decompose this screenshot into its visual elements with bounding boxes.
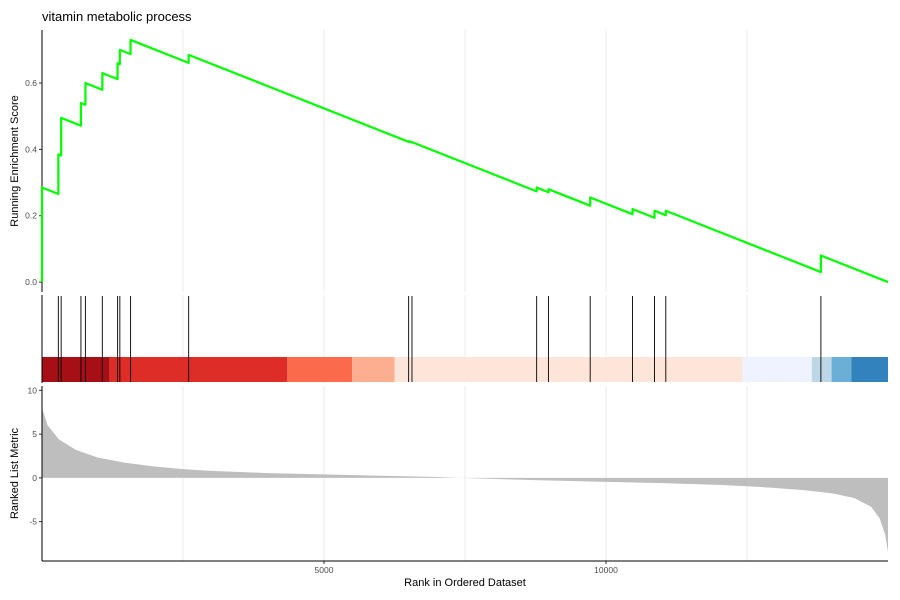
enrichment-y-tick-label: 0.4 bbox=[25, 144, 37, 154]
x-axis-ticks: 5000 10000 bbox=[315, 561, 618, 575]
x-tick-label: 10000 bbox=[594, 565, 618, 575]
chart-title: vitamin metabolic process bbox=[42, 9, 192, 24]
rank-heat-band bbox=[42, 357, 888, 382]
metric-y-axis-label: Ranked List Metric bbox=[9, 427, 21, 519]
enrichment-score-panel: 0.0 0.2 0.4 0.6 Running Enrichment Score bbox=[9, 30, 889, 292]
heat-band-segment bbox=[742, 357, 812, 382]
metric-gridlines bbox=[182, 386, 748, 561]
metric-y-ticks: -5 0 5 10 bbox=[28, 385, 42, 527]
heat-band-segment bbox=[851, 357, 888, 382]
enrichment-gridlines bbox=[182, 30, 748, 292]
heat-band-segment bbox=[811, 357, 832, 382]
ranked-metric-area bbox=[42, 407, 888, 553]
metric-y-tick-label: 5 bbox=[32, 429, 37, 439]
enrichment-y-tick-label: 0.2 bbox=[25, 211, 37, 221]
gene-hits-panel bbox=[41, 295, 888, 383]
enrichment-y-tick-label: 0.0 bbox=[25, 277, 37, 287]
heat-band-segment bbox=[831, 357, 852, 382]
heat-band-segment bbox=[352, 357, 395, 382]
metric-y-tick-label: -5 bbox=[29, 517, 37, 527]
heat-band-segment bbox=[42, 357, 110, 382]
x-axis-label: Rank in Ordered Dataset bbox=[404, 577, 526, 589]
heat-band-segment bbox=[287, 357, 353, 382]
enrichment-y-ticks: 0.0 0.2 0.4 0.6 bbox=[25, 78, 42, 287]
x-tick-label: 5000 bbox=[315, 565, 334, 575]
metric-y-tick-label: 10 bbox=[28, 385, 38, 395]
ranked-metric-panel: -5 0 5 10 5000 10000 Ranked List Metric Rank… bbox=[9, 385, 888, 589]
enrichment-y-tick-label: 0.6 bbox=[25, 78, 37, 88]
running-enrichment-score-line bbox=[40, 38, 889, 284]
heat-band-segment bbox=[394, 357, 743, 382]
heat-band-segment bbox=[109, 357, 288, 382]
metric-y-tick-label: 0 bbox=[32, 473, 37, 483]
enrichment-y-axis-label: Running Enrichment Score bbox=[9, 95, 21, 226]
